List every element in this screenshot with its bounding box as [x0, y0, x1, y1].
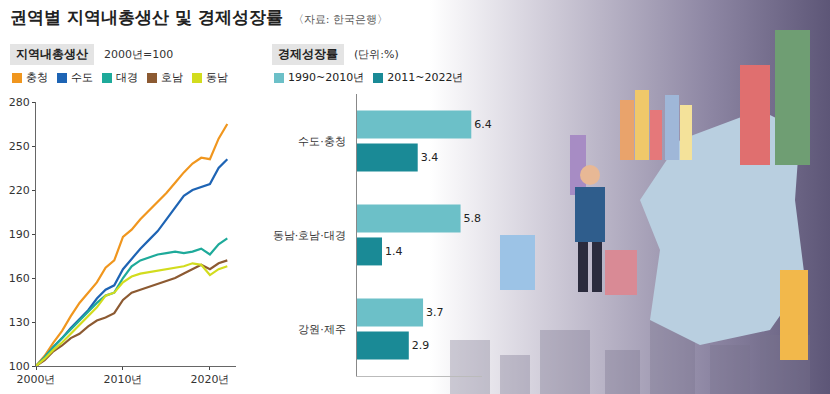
svg-text:수도·충청: 수도·충청 — [298, 135, 346, 148]
html-text:수도: 수도 — [71, 71, 93, 84]
svg-text:3.7: 3.7 — [426, 306, 444, 319]
svg-text:3.4: 3.4 — [421, 151, 439, 164]
svg-text:250: 250 — [9, 140, 30, 153]
svg-text:1.4: 1.4 — [385, 245, 403, 258]
html-text:경제성장률: 경제성장률 — [278, 47, 338, 61]
html-text:지역내총생산: 지역내총생산 — [16, 47, 88, 61]
html-text:동남: 동남 — [206, 71, 228, 84]
html-text:2000년=100: 2000년=100 — [104, 48, 174, 61]
svg-text:동남·호남·대경: 동남·호남·대경 — [273, 229, 346, 242]
svg-text:2010년: 2010년 — [103, 373, 142, 386]
html-text:(단위:%): (단위:%) — [354, 48, 399, 61]
svg-text:강원·제주: 강원·제주 — [298, 323, 346, 336]
svg-text:2020년: 2020년 — [190, 373, 229, 386]
svg-text:6.4: 6.4 — [474, 118, 492, 131]
svg-text:280: 280 — [9, 96, 30, 109]
html-text:대경: 대경 — [116, 71, 138, 84]
svg-text:5.8: 5.8 — [464, 212, 482, 225]
svg-text:220: 220 — [9, 184, 30, 197]
html-text:〈자료: 한국은행〉: 〈자료: 한국은행〉 — [292, 13, 388, 26]
html-text:호남: 호남 — [161, 71, 183, 84]
svg-text:2000년: 2000년 — [17, 373, 56, 386]
html-text:1990~2010년: 1990~2010년 — [288, 71, 365, 84]
svg-text:190: 190 — [9, 228, 30, 241]
svg-text:160: 160 — [9, 272, 30, 285]
html-text:충청: 충청 — [26, 71, 48, 84]
html-text:2011~2022년: 2011~2022년 — [387, 71, 464, 84]
svg-text:130: 130 — [9, 316, 30, 329]
svg-text:100: 100 — [9, 360, 30, 373]
svg-text:2.9: 2.9 — [412, 339, 430, 352]
html-text:권역별 지역내총생산 및 경제성장률: 권역별 지역내총생산 및 경제성장률 — [10, 7, 283, 27]
